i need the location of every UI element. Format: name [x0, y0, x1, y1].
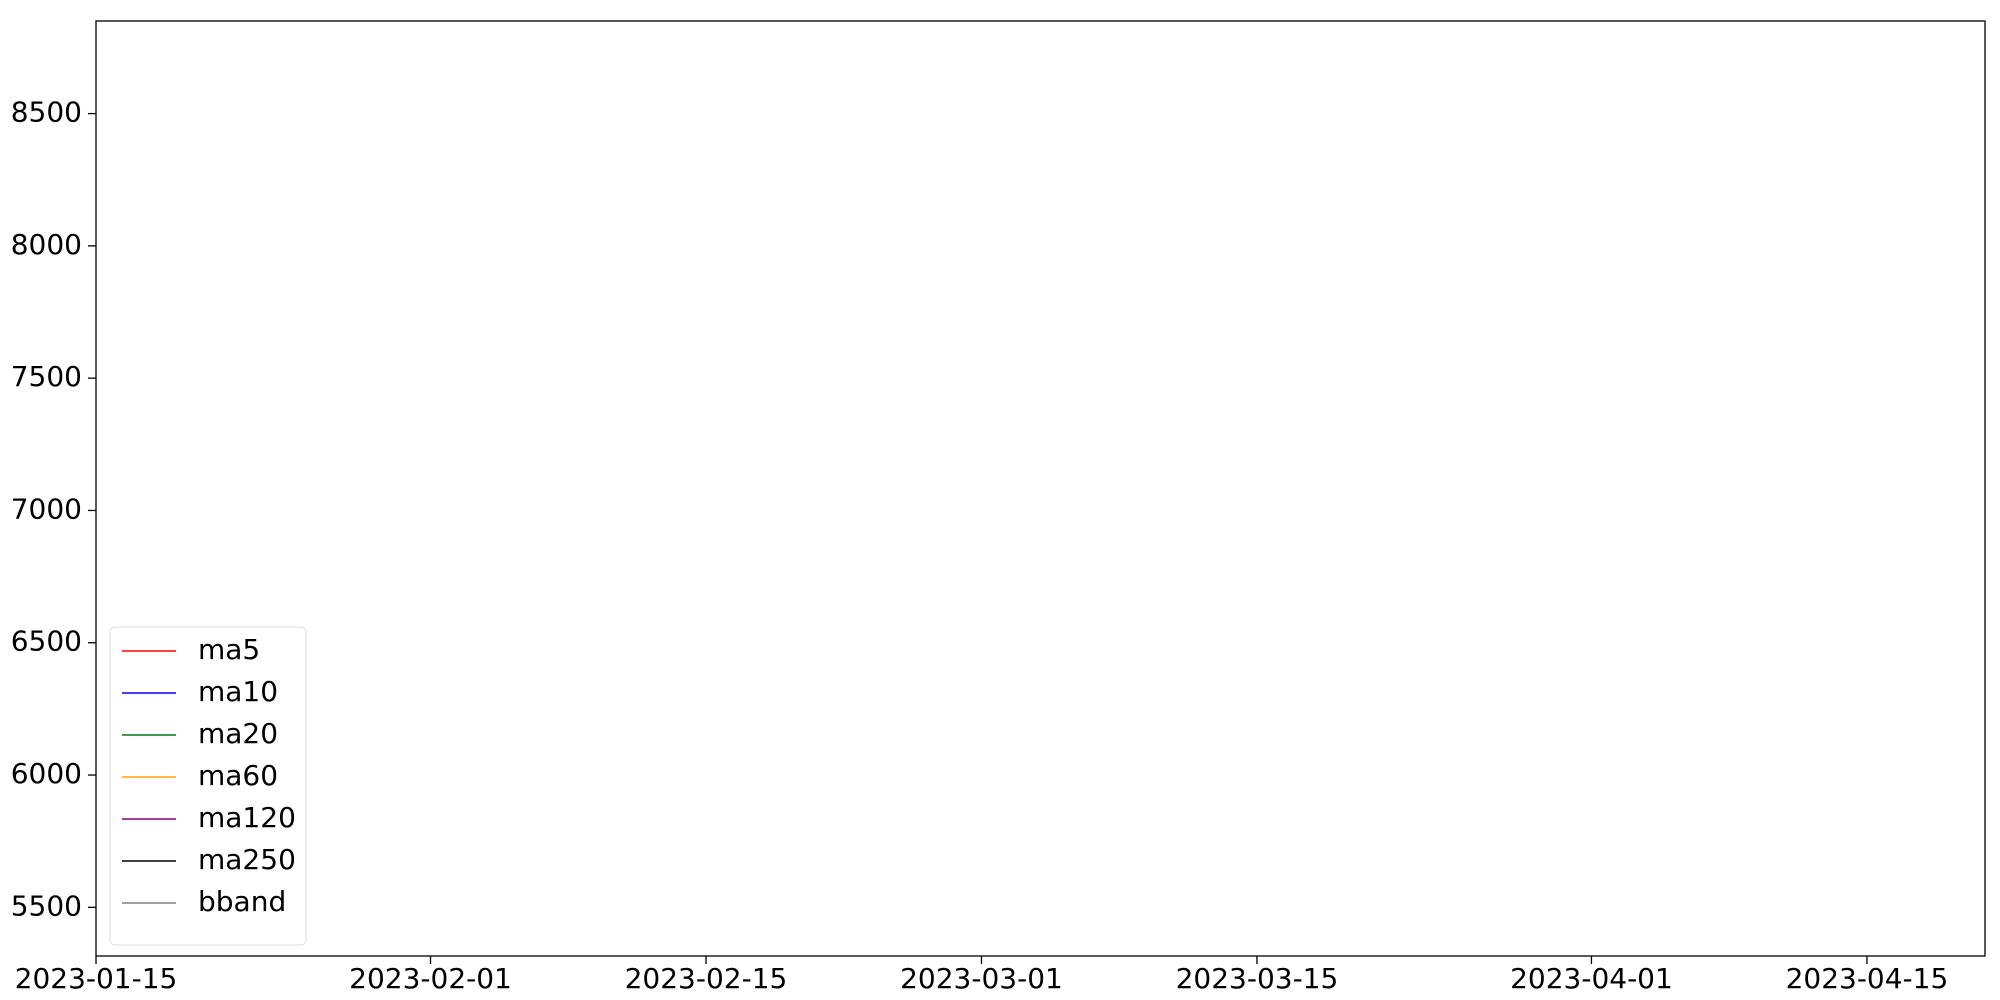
y-tick-label: 6000: [11, 757, 82, 790]
x-tick-label: 2023-01-15: [15, 962, 178, 995]
y-tick-label: 6500: [11, 625, 82, 658]
legend-label: ma20: [198, 717, 278, 750]
legend-label: ma60: [198, 759, 278, 792]
plot-frame: [95, 20, 1986, 957]
y-tick-label: 5500: [11, 889, 82, 922]
legend-label: ma10: [198, 675, 278, 708]
x-tick-label: 2023-04-01: [1510, 962, 1673, 995]
x-tick-label: 2023-04-15: [1786, 962, 1949, 995]
legend: ma5 ma10 ma20 ma60 ma120 ma250 bband: [109, 626, 307, 946]
x-tick-label: 2023-02-15: [625, 962, 788, 995]
y-tick-label: 7500: [11, 360, 82, 393]
legend-label: ma250: [198, 843, 296, 876]
x-tick-label: 2023-02-01: [349, 962, 512, 995]
legend-label: bband: [198, 885, 286, 918]
legend-label: ma120: [198, 801, 296, 834]
y-tick-label: 7000: [11, 492, 82, 525]
y-tick-label: 8500: [11, 96, 82, 129]
legend-label: ma5: [198, 633, 260, 666]
y-tick-label: 8000: [11, 228, 82, 261]
x-tick-label: 2023-03-15: [1176, 962, 1339, 995]
x-tick-label: 2023-03-01: [900, 962, 1063, 995]
legend-box: [109, 626, 307, 946]
